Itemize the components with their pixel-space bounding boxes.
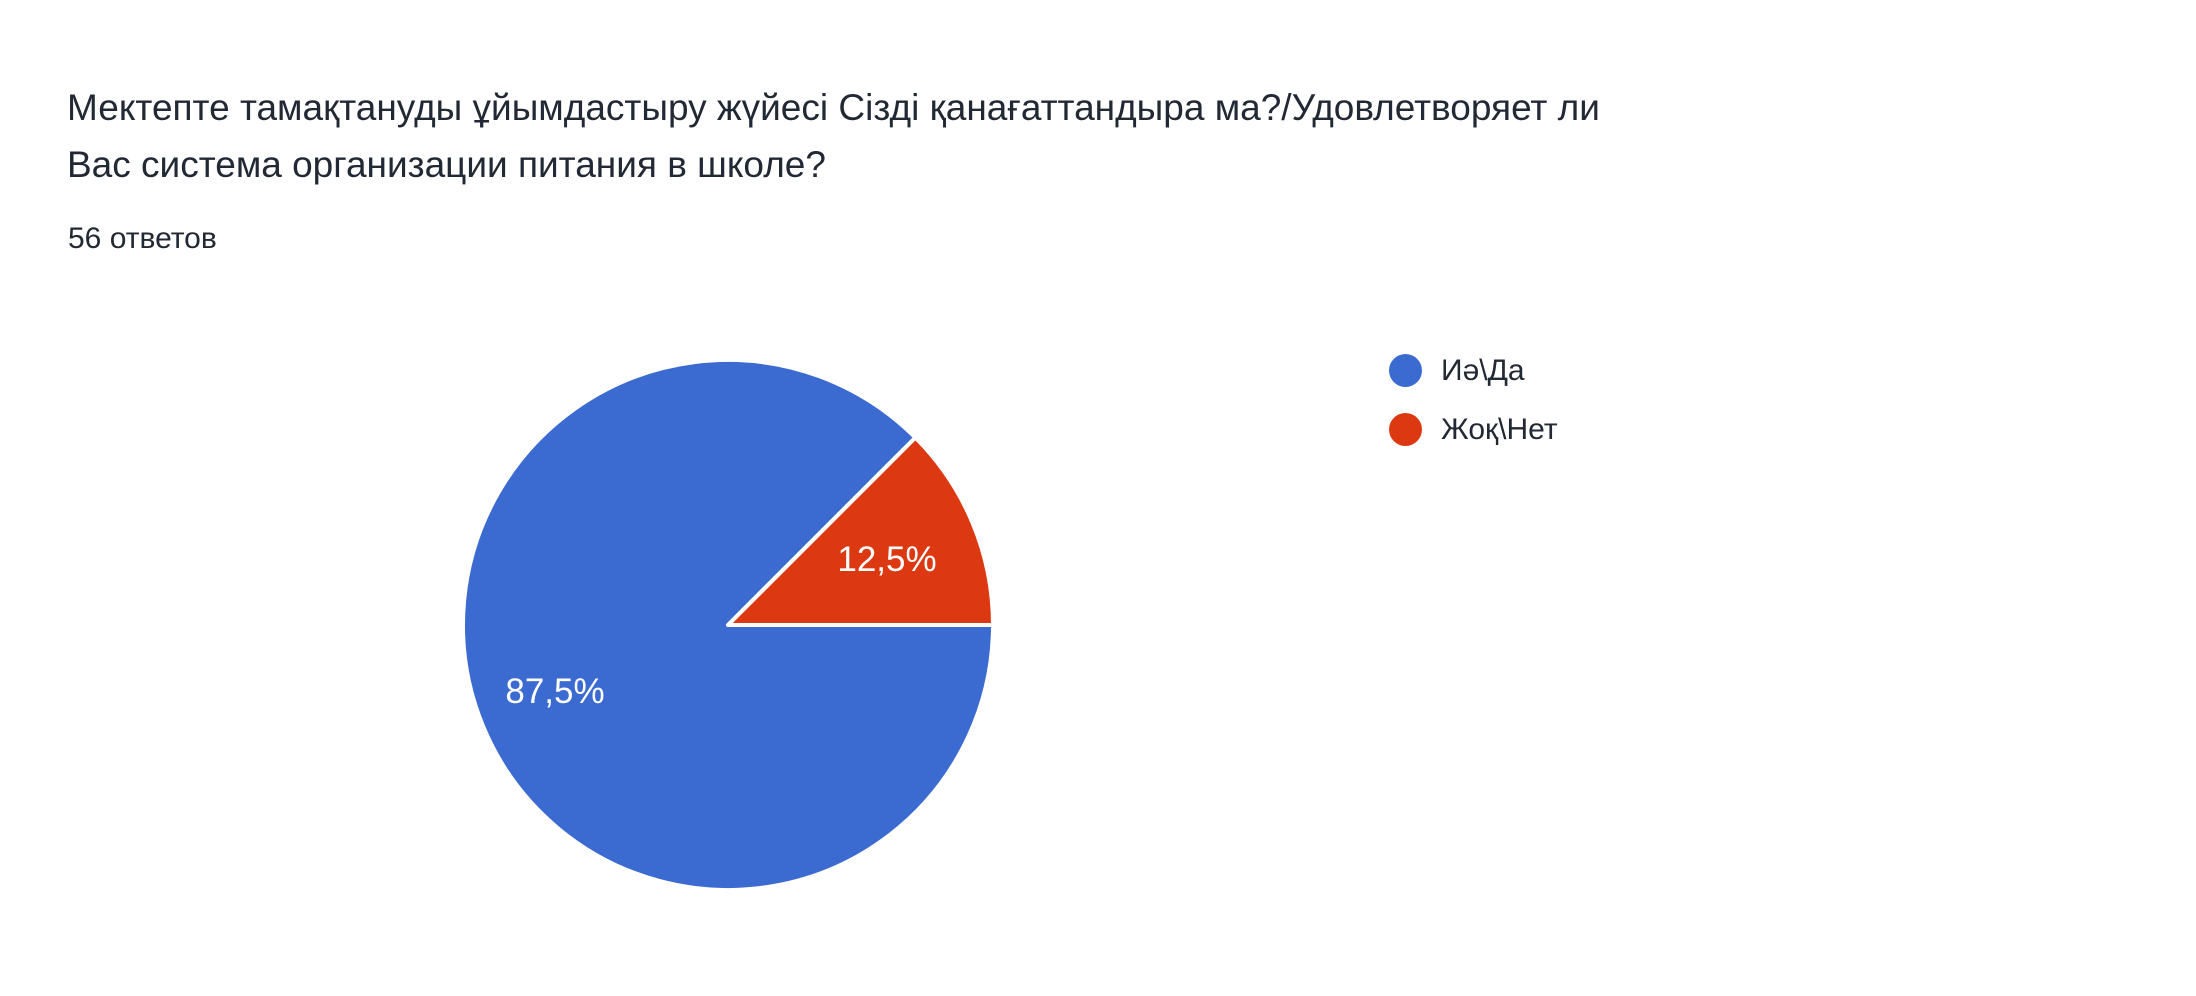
question-title: Мектепте тамақтануды ұйымдастыру жүйесі …: [67, 79, 2137, 193]
pie-slice-no[interactable]: [726, 435, 995, 627]
legend-color-dot-yes: [1389, 354, 1422, 387]
pie-chart: 12,5% 87,5%: [461, 358, 995, 892]
legend-item-label: Жоқ\Нет: [1441, 413, 1558, 446]
question-title-line-1: Мектепте тамақтануды ұйымдастыру жүйесі …: [67, 87, 1600, 128]
legend: Иә\Да Жоқ\Нет: [1389, 354, 1558, 446]
legend-color-dot-no: [1389, 413, 1422, 446]
pie-slice-label-yes: 87,5%: [505, 672, 604, 711]
legend-item: Иә\Да: [1389, 354, 1558, 387]
response-count: 56 ответов: [68, 222, 217, 255]
legend-item: Жоқ\Нет: [1389, 413, 1558, 446]
legend-item-label: Иә\Да: [1441, 354, 1525, 387]
question-title-line-2: Вас система организации питания в школе?: [67, 144, 826, 185]
pie-slice-label-no: 12,5%: [837, 540, 936, 579]
